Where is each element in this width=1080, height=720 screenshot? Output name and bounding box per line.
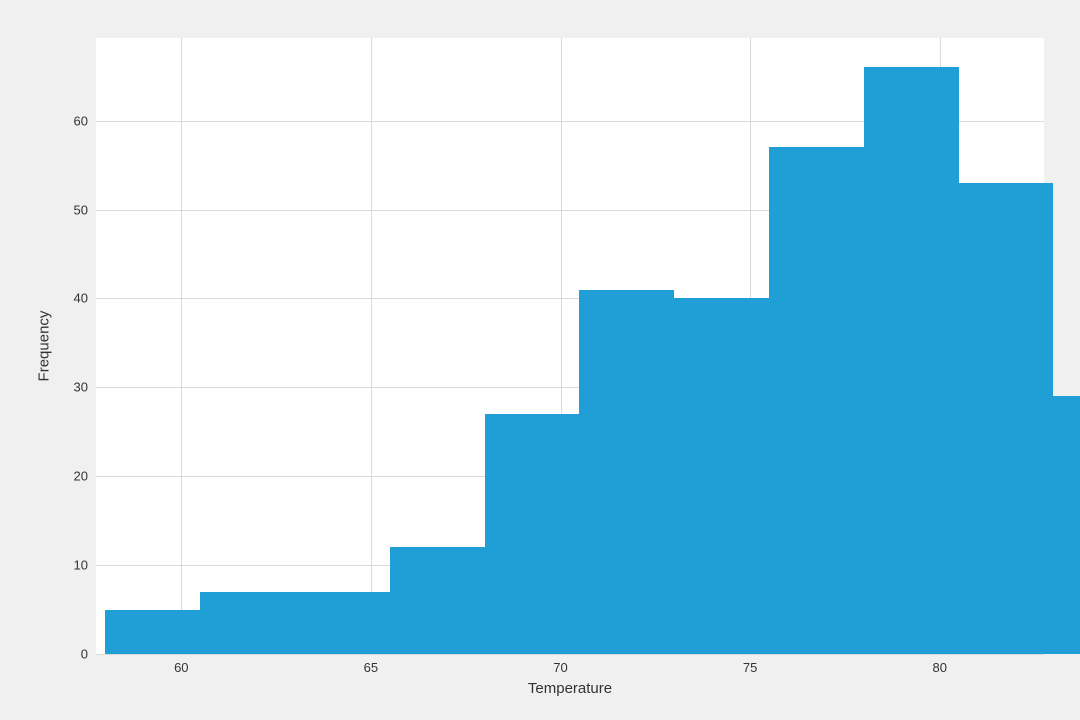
x-tick-label: 60 bbox=[174, 660, 188, 675]
y-tick-label: 40 bbox=[74, 291, 88, 306]
grid-line-vertical bbox=[181, 38, 182, 654]
y-tick-label: 0 bbox=[81, 647, 88, 662]
y-tick-label: 10 bbox=[74, 558, 88, 573]
histogram-bar bbox=[1053, 396, 1080, 654]
histogram-bar bbox=[485, 414, 580, 654]
x-tick-label: 80 bbox=[932, 660, 946, 675]
x-tick-label: 65 bbox=[364, 660, 378, 675]
x-tick-label: 75 bbox=[743, 660, 757, 675]
x-axis-label: Temperature bbox=[528, 680, 612, 697]
y-axis-label: Frequency bbox=[36, 311, 53, 382]
histogram-bar bbox=[105, 610, 200, 654]
histogram-bar bbox=[295, 592, 390, 654]
y-tick-label: 20 bbox=[74, 469, 88, 484]
histogram-chart: Temperature Frequency 60 65 70 75 80 0 10 20 30 4… bbox=[0, 0, 1080, 720]
histogram-bar bbox=[390, 547, 485, 654]
grid-line-horizontal bbox=[96, 654, 1044, 655]
x-tick-label: 70 bbox=[553, 660, 567, 675]
y-tick-label: 50 bbox=[74, 202, 88, 217]
grid-line-vertical bbox=[371, 38, 372, 654]
y-tick-label: 30 bbox=[74, 380, 88, 395]
y-tick-label: 60 bbox=[74, 113, 88, 128]
histogram-bar bbox=[674, 298, 769, 654]
histogram-bar bbox=[769, 147, 864, 654]
histogram-bar bbox=[579, 290, 674, 654]
histogram-bar bbox=[959, 183, 1054, 654]
plot-area bbox=[96, 38, 1044, 654]
histogram-bar bbox=[864, 67, 959, 654]
histogram-bar bbox=[200, 592, 295, 654]
